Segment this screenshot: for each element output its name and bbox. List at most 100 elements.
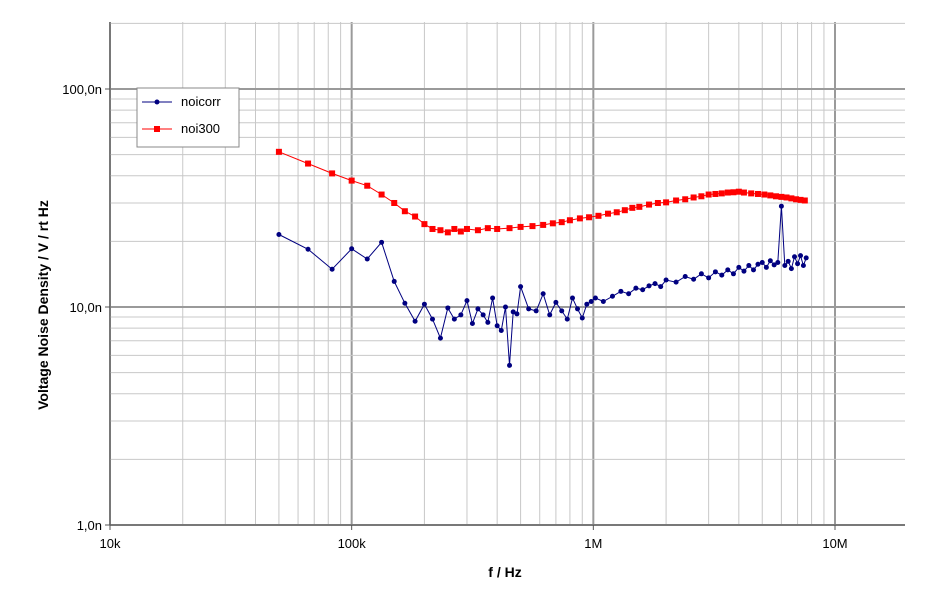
data-point-noi300 — [748, 190, 755, 197]
data-point-noicorr — [725, 267, 731, 273]
data-point-noi300 — [698, 193, 705, 200]
data-point-noicorr — [771, 262, 777, 268]
data-point-noi300 — [329, 170, 336, 177]
data-point-noi300 — [654, 199, 661, 206]
data-point-noi300 — [797, 196, 804, 203]
data-point-noi300 — [364, 182, 371, 189]
data-point-noi300 — [646, 201, 653, 208]
data-point-noi300 — [754, 190, 761, 197]
data-point-noicorr — [750, 267, 756, 273]
data-point-noicorr — [778, 203, 784, 209]
data-point-noicorr — [759, 260, 765, 266]
data-point-noicorr — [633, 285, 639, 291]
data-point-noicorr — [329, 266, 335, 272]
data-point-noicorr — [490, 295, 496, 301]
data-point-noi300 — [773, 193, 780, 200]
data-point-noi300 — [412, 213, 419, 220]
series-noi300 — [275, 148, 808, 236]
data-point-noicorr — [767, 258, 773, 264]
data-point-noicorr — [658, 284, 664, 290]
data-point-noicorr — [691, 276, 697, 282]
legend-box — [136, 87, 240, 148]
data-point-noicorr — [646, 283, 652, 289]
data-point-noi300 — [724, 189, 731, 196]
data-point-noicorr — [592, 295, 598, 301]
y-tick-label: 100,0n — [62, 82, 102, 97]
data-point-noi300 — [305, 160, 312, 167]
data-point-noicorr — [564, 316, 570, 322]
data-point-noicorr — [305, 246, 311, 252]
data-point-noicorr — [553, 299, 559, 305]
data-point-noicorr — [640, 287, 646, 293]
data-point-noicorr — [458, 312, 464, 318]
data-point-noicorr — [510, 309, 516, 315]
data-point-noi300 — [605, 210, 612, 217]
data-point-noi300 — [735, 188, 742, 195]
data-point-noicorr — [736, 264, 742, 270]
data-point-noi300 — [348, 177, 355, 184]
data-point-noicorr — [402, 300, 408, 306]
data-point-noi300 — [586, 214, 593, 221]
legend-marker-noicorr — [154, 99, 160, 105]
legend: noicorr noi300 — [136, 87, 240, 148]
data-point-noi300 — [421, 221, 428, 228]
data-point-noicorr — [364, 256, 370, 262]
data-point-noicorr — [514, 311, 520, 317]
x-tick-label: 10M — [822, 536, 847, 551]
data-point-noicorr — [494, 323, 500, 329]
axes — [109, 22, 905, 526]
data-point-noicorr — [719, 272, 725, 278]
data-point-noicorr — [485, 319, 491, 325]
data-point-noicorr — [412, 318, 418, 324]
data-point-noicorr — [480, 312, 486, 318]
data-point-noicorr — [712, 269, 718, 275]
data-point-noi300 — [629, 204, 636, 211]
data-point-noi300 — [682, 196, 689, 203]
data-point-noicorr — [475, 306, 481, 312]
data-point-noi300 — [566, 217, 573, 224]
data-point-noi300 — [705, 191, 712, 198]
data-point-noi300 — [801, 197, 808, 204]
data-point-noi300 — [761, 191, 768, 198]
data-point-noicorr — [785, 258, 791, 264]
x-tick-label: 1M — [584, 536, 602, 551]
data-point-noi300 — [558, 219, 565, 226]
data-point-noicorr — [498, 328, 504, 334]
data-point-noi300 — [437, 227, 444, 234]
data-point-noicorr — [526, 306, 532, 312]
data-point-noi300 — [793, 196, 800, 203]
data-point-noicorr — [349, 246, 355, 252]
data-point-noi300 — [788, 195, 795, 202]
data-point-noi300 — [474, 227, 481, 234]
data-point-noicorr — [469, 321, 475, 327]
data-point-noi300 — [275, 148, 282, 155]
data-point-noi300 — [429, 225, 436, 232]
data-point-noicorr — [429, 316, 435, 322]
data-point-noicorr — [755, 261, 761, 267]
data-point-noicorr — [445, 305, 451, 311]
legend-label-noi300: noi300 — [181, 121, 220, 136]
data-point-noicorr — [798, 253, 804, 259]
data-point-noicorr — [533, 308, 539, 314]
data-point-noi300 — [767, 192, 774, 199]
data-point-noi300 — [540, 221, 547, 228]
data-point-noicorr — [437, 335, 443, 341]
data-point-noicorr — [652, 281, 658, 287]
data-point-noi300 — [484, 225, 491, 232]
data-point-noi300 — [783, 194, 790, 201]
data-point-noicorr — [559, 308, 565, 314]
data-point-noicorr — [547, 312, 553, 318]
legend-marker-noi300 — [154, 126, 160, 132]
data-point-noi300 — [740, 189, 747, 196]
data-point-noi300 — [451, 225, 458, 232]
y-tick-labels: 1,0n 10,0n 100,0n — [62, 82, 110, 533]
data-point-noicorr — [663, 277, 669, 283]
data-point-noi300 — [391, 199, 398, 206]
data-point-noicorr — [518, 284, 524, 290]
data-point-noicorr — [730, 271, 736, 277]
data-point-noicorr — [276, 232, 282, 238]
data-point-noicorr — [421, 301, 427, 307]
data-point-noi300 — [444, 229, 451, 236]
data-point-noi300 — [636, 203, 643, 210]
